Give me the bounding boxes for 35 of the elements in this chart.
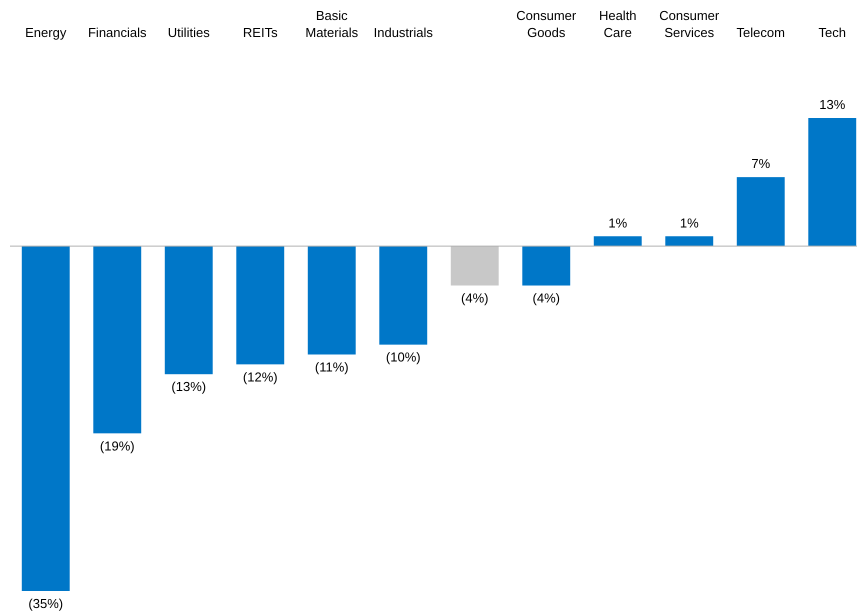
x-tick-label: Telecom bbox=[736, 25, 785, 40]
bar bbox=[736, 177, 785, 246]
x-tick-label: Consumer Services bbox=[659, 8, 720, 40]
x-tick-label: Energy bbox=[25, 25, 67, 40]
data-label: 1% bbox=[680, 215, 700, 230]
data-label: (35%) bbox=[28, 596, 64, 611]
data-label: (13%) bbox=[171, 379, 206, 394]
bar bbox=[93, 246, 142, 434]
bar bbox=[665, 236, 714, 246]
x-tick-label: Utilities bbox=[168, 25, 210, 40]
bar bbox=[308, 246, 356, 354]
bar bbox=[22, 246, 70, 591]
bar bbox=[236, 246, 284, 364]
data-label: 13% bbox=[819, 97, 846, 112]
x-tick-label: REITs bbox=[242, 25, 278, 40]
bar bbox=[450, 246, 499, 286]
x-tick-label: Financials bbox=[88, 25, 148, 40]
data-label: (4%) bbox=[532, 290, 560, 306]
bar bbox=[164, 246, 213, 374]
x-tick-label: Health Care bbox=[598, 8, 637, 40]
bar bbox=[808, 118, 856, 246]
x-tick-label: Tech bbox=[818, 25, 846, 40]
data-label: (12%) bbox=[242, 369, 278, 384]
data-label: (4%) bbox=[461, 290, 488, 306]
x-tick-label: Basic Materials bbox=[305, 8, 359, 40]
data-label: (11%) bbox=[314, 360, 349, 374]
x-tick-label: Industrials bbox=[374, 25, 434, 40]
data-label: (19%) bbox=[100, 438, 135, 454]
data-label: 1% bbox=[608, 215, 628, 230]
bar bbox=[522, 246, 570, 286]
bar bbox=[594, 236, 642, 246]
bar bbox=[379, 246, 428, 345]
x-tick-label: Consumer Goods bbox=[516, 8, 577, 40]
data-label: 7% bbox=[751, 156, 771, 172]
data-label: (10%) bbox=[386, 350, 421, 365]
